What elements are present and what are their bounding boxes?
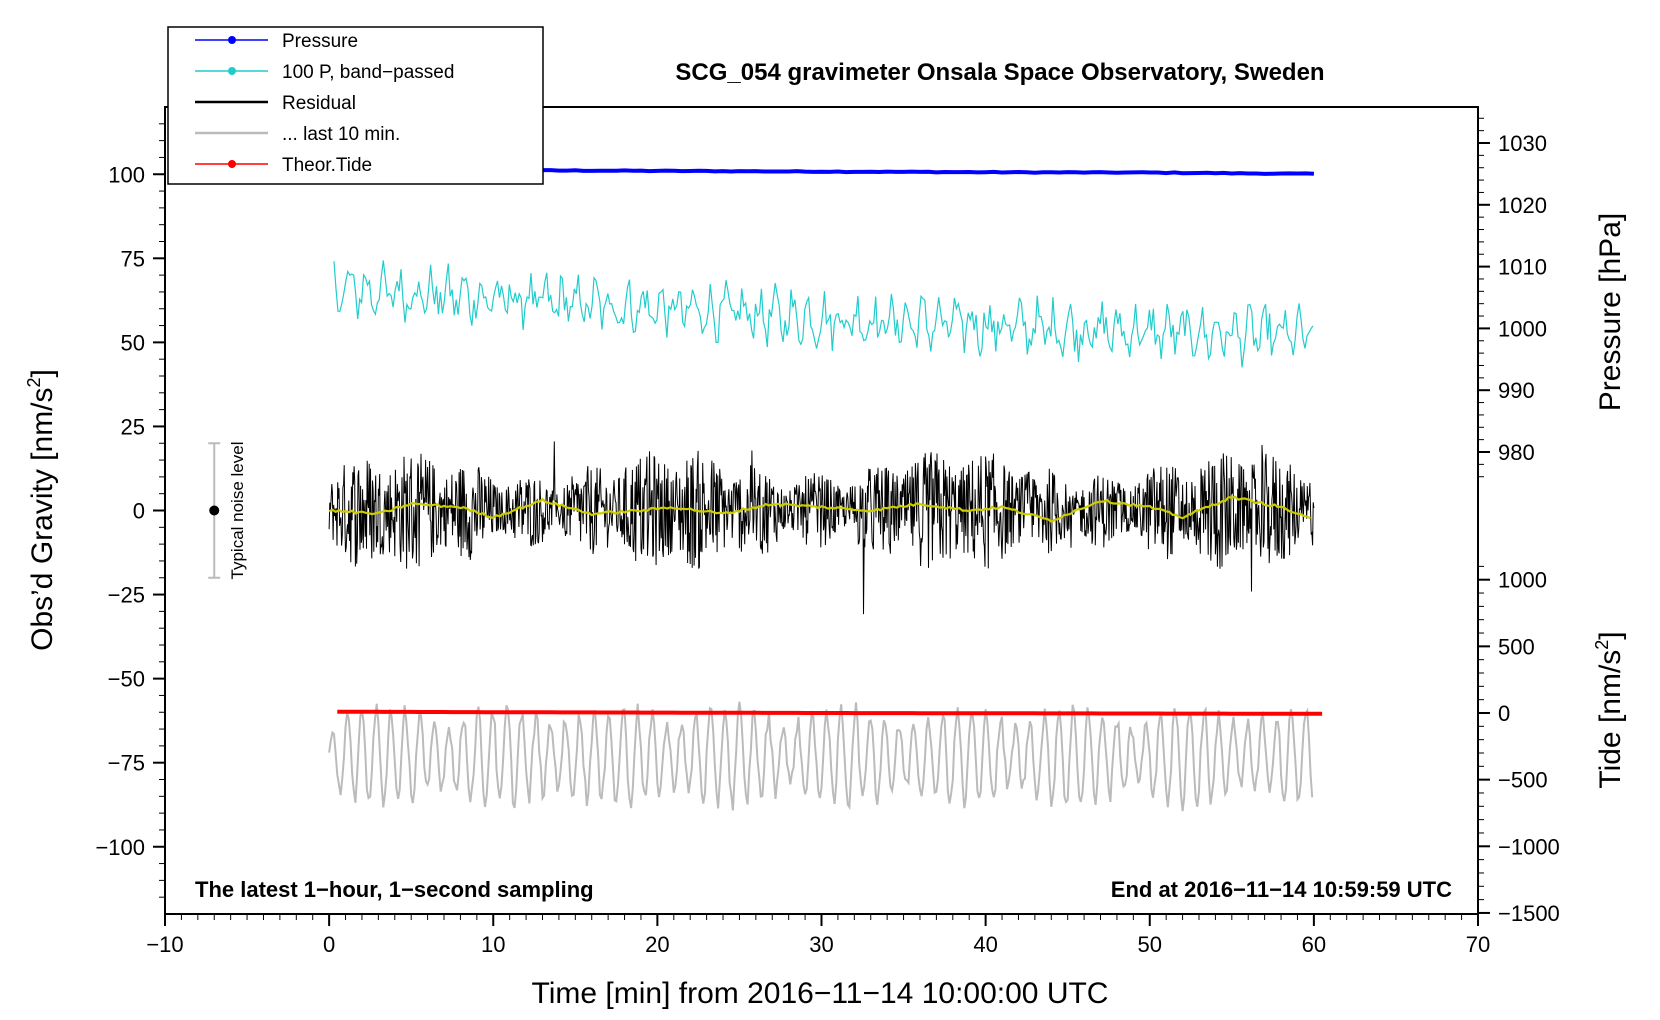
tide-tick-label: −1500 (1498, 901, 1560, 926)
pressure-tick-label: 980 (1498, 440, 1535, 465)
annotation-left: The latest 1−hour, 1−second sampling (195, 877, 594, 902)
y-tick-label: 0 (133, 499, 145, 524)
legend-label: Pressure (282, 31, 358, 52)
y-axis-pressure: 980 990 1000 1010 1020 1030 (1478, 117, 1547, 478)
legend: Pressure 100 P, band−passed Residual ... la… (167, 26, 544, 185)
y-tick-label: −75 (108, 751, 145, 776)
bandpassed-pressure-line (333, 260, 1314, 368)
pressure-tick-label: 990 (1498, 378, 1535, 403)
chart-title: SCG_054 gravimeter Onsala Space Observat… (675, 59, 1324, 86)
legend-box (167, 26, 544, 185)
legend-marker (228, 36, 236, 44)
theoretical-tide-line (337, 709, 1323, 716)
pressure-tick-label: 1030 (1498, 131, 1547, 156)
y-tick-label: 25 (121, 414, 145, 439)
pressure-tick-label: 1000 (1498, 316, 1547, 341)
x-tick-label: 60 (1302, 932, 1326, 957)
tide-axis-title-main: Tide [nm/s (1594, 650, 1627, 789)
tide-axis-title-end: ] (1594, 631, 1627, 639)
tide-tick-label: 1000 (1498, 568, 1547, 593)
x-tick-label: 30 (809, 932, 833, 957)
noise-dot (209, 505, 220, 516)
y-tick-label: −25 (108, 583, 145, 608)
tide-axis-title-sup: 2 (1592, 640, 1612, 650)
pressure-tick-label: 1010 (1498, 255, 1547, 280)
last-10-min-line (328, 701, 1314, 812)
y-tick-label: 50 (121, 330, 145, 355)
y-tick-label: 100 (108, 162, 145, 187)
x-tick-label: 50 (1138, 932, 1162, 957)
legend-label: Residual (282, 93, 356, 114)
legend-entry: Residual (195, 93, 356, 114)
y-axis-gravity: −100 −75 −50 −25 0 25 50 75 100 (95, 123, 165, 898)
y-axis-title-main: Obs’d Gravity [nm/s (26, 387, 59, 650)
legend-marker (228, 160, 236, 168)
y-axis-title: Obs’d Gravity [nm/s2] (24, 369, 59, 651)
legend-entry: 100 P, band−passed (195, 62, 454, 83)
y-tick-label: −50 (108, 667, 145, 692)
y-tick-label: 75 (121, 246, 145, 271)
tide-tick-label: 500 (1498, 634, 1535, 659)
x-tick-label: 0 (323, 932, 335, 957)
x-tick-label: 20 (645, 932, 669, 957)
pressure-axis-title: Pressure [hPa] (1594, 213, 1627, 411)
annotation-right: End at 2016−11−14 10:59:59 UTC (1111, 877, 1452, 902)
noise-label: Typical noise level (228, 442, 247, 580)
legend-label: Theor.Tide (282, 155, 372, 176)
tide-tick-label: −500 (1498, 768, 1548, 793)
residual-smoothed-line (328, 495, 1312, 523)
pressure-tick-label: 1020 (1498, 193, 1547, 218)
residual-line (328, 441, 1315, 615)
legend-entry: Theor.Tide (195, 155, 372, 176)
legend-entry: ... last 10 min. (195, 124, 400, 145)
legend-label: ... last 10 min. (282, 124, 400, 145)
tide-tick-label: −1000 (1498, 834, 1560, 859)
x-tick-label: 70 (1466, 932, 1490, 957)
tide-tick-label: 0 (1498, 701, 1510, 726)
legend-entry: Pressure (195, 31, 358, 52)
x-axis: −10 0 10 20 30 40 50 60 70 (146, 914, 1490, 957)
y-axis-title-end: ] (26, 369, 59, 377)
noise-indicator: Typical noise level (208, 442, 247, 580)
legend-label: 100 P, band−passed (282, 62, 454, 83)
x-axis-title: Time [min] from 2016−11−14 10:00:00 UTC (532, 977, 1109, 1010)
series-layer (328, 166, 1323, 812)
x-tick-label: 40 (973, 932, 997, 957)
tide-axis-title: Tide [nm/s2] (1592, 631, 1627, 788)
y-tick-label: −100 (95, 835, 145, 860)
y-axis-tide: −1500 −1000 −500 0 500 1000 (1478, 565, 1560, 926)
x-tick-label: 10 (481, 932, 505, 957)
legend-marker (228, 67, 236, 75)
x-tick-label: −10 (146, 932, 183, 957)
y-axis-title-sup: 2 (24, 377, 44, 387)
